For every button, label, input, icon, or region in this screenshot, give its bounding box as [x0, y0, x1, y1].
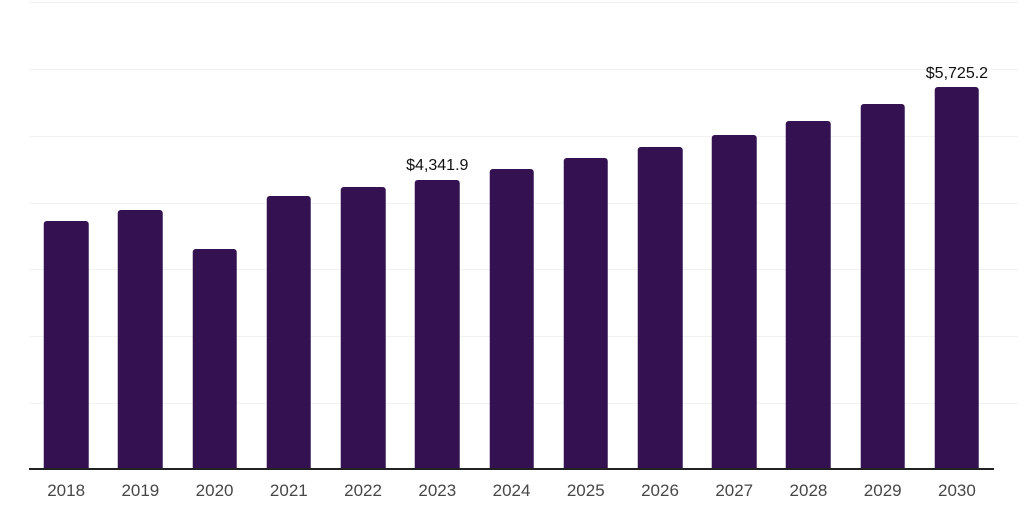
bar-2027: [711, 135, 757, 470]
x-axis-labels: 2018 2019 2020 2021 2022 2023 2024 2025 2026 2027…: [29, 481, 994, 500]
x-axis-label-2023: 2023: [418, 481, 457, 500]
x-axis-label-2021: 2021: [269, 481, 308, 500]
bar-2026: [637, 146, 683, 470]
bar-value-label-2023: $4,341.9: [406, 157, 469, 175]
bar-2019: [118, 209, 163, 470]
x-axis-label-2028: 2028: [789, 481, 828, 500]
bar-2022: [340, 186, 386, 470]
x-axis-line: [29, 468, 994, 470]
bar-2023: [415, 179, 460, 470]
y-gridline-5000: [29, 135, 1018, 137]
bar-band-2029: [846, 2, 920, 470]
bar-2028: [786, 120, 831, 470]
bar-band-2027: [697, 2, 771, 470]
bar-band-2026: [623, 2, 697, 470]
bar-band-2028: [771, 2, 845, 470]
bar-band-2023: $4,341.9: [400, 2, 474, 470]
bar-band-2025: [549, 2, 623, 470]
x-axis-label-2018: 2018: [47, 481, 86, 500]
bar-2024: [489, 169, 534, 470]
x-axis-label-2020: 2020: [195, 481, 234, 500]
bar-band-2021: [252, 2, 326, 470]
bar-value-label-2030: $5,725.2: [925, 64, 989, 82]
x-axis-label-2030: 2030: [938, 481, 976, 500]
plot-area: $4,341.9 $5,725.2: [29, 2, 1018, 470]
x-axis-label-2025: 2025: [566, 481, 605, 500]
bar-band-2019: [103, 2, 177, 470]
x-axis-label-2026: 2026: [641, 481, 679, 500]
y-gridline-7000: [29, 2, 1018, 3]
bar-2018: [43, 220, 89, 470]
bar-series: $4,341.9 $5,725.2: [29, 2, 994, 470]
bar-band-2020: [177, 2, 251, 470]
bar-2025: [563, 158, 609, 470]
bar-band-2024: [474, 2, 548, 470]
bar-2030: [934, 87, 980, 470]
bar-2020: [192, 249, 237, 470]
x-axis-label-2024: 2024: [492, 481, 531, 500]
x-axis-label-2019: 2019: [121, 481, 160, 500]
x-axis-label-2027: 2027: [715, 481, 754, 500]
bar-2029: [860, 104, 905, 470]
x-axis-label-2022: 2022: [344, 481, 382, 500]
x-axis-label-2029: 2029: [863, 481, 902, 500]
bar-band-2030: $5,725.2: [920, 2, 994, 470]
bar-band-2018: [29, 2, 103, 470]
bar-band-2022: [326, 2, 400, 470]
bar-2021: [266, 195, 312, 470]
y-gridline-6000: [29, 68, 1018, 70]
